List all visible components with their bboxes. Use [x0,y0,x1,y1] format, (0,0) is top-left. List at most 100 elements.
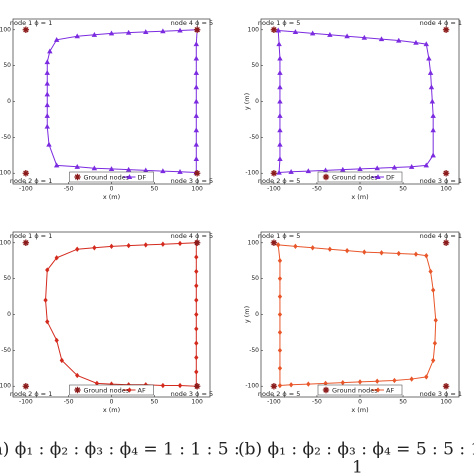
trajectory-point [391,164,398,170]
ground-node [193,170,201,177]
trajectory-point [428,268,433,275]
trajectory-point [53,36,60,42]
trajectory-point [177,240,183,247]
ground-node [270,239,278,246]
y-tick-label: 0 [255,98,259,105]
y-tick-label: -100 [0,170,11,177]
trajectory-point [194,326,199,332]
trajectory-point [160,28,166,34]
trajectory-point [91,31,98,37]
trajectory-point [396,250,401,257]
trajectory-point [378,36,385,42]
y-tick-label: 0 [255,311,259,318]
trajectory-point [277,347,283,354]
y-tick-label: -50 [1,347,11,354]
legend-marker [375,387,381,393]
y-tick-label: 50 [3,275,11,282]
trajectory-point [277,329,283,336]
ground-node [442,383,450,390]
node-label: node 4 ϕ = 5 [171,19,214,27]
node-label: node 1 ϕ = 5 [258,232,301,240]
ground-node [270,170,278,177]
legend-marker [74,386,81,394]
subplot: -100 -50 0 50 100 -100 -50 0 50 100 x (m) node 1 ϕ … [0,18,214,201]
trajectory-point [92,245,97,251]
y-tick-label: 0 [7,98,11,105]
trajectory-point [305,168,312,174]
trajectory-point [429,98,436,104]
trajectory-point [374,165,380,171]
trajectory-point [74,163,80,169]
y-tick-label: -50 [249,134,259,141]
trajectory-point [277,365,283,371]
trajectory-point [193,156,200,161]
legend [317,384,403,396]
trajectory-point [193,55,200,61]
trajectory-point [375,378,380,384]
x-tick-label: -50 [312,186,322,193]
trajectory-point [277,98,283,104]
x-axis-label: x (m) [103,193,120,201]
trajectory-point [46,141,52,147]
trajectory-point [310,245,315,251]
y-tick-label: 50 [3,62,11,69]
trajectory-point [288,382,294,388]
trajectory-point [126,242,131,249]
trajectory-point [44,59,50,65]
ground-node [270,26,278,33]
y-tick-label: -100 [0,383,11,390]
trajectory-point [194,283,199,289]
node-label: node 4 ϕ = 1 [420,19,463,27]
plot-area [260,231,460,398]
trajectory-point [194,340,199,346]
trajectory-point [327,31,333,37]
legend-marker [74,173,81,181]
trajectory-point [44,69,50,75]
trajectory-point [277,258,283,264]
x-tick-label: -100 [267,186,281,193]
trajectory-point [306,381,311,387]
legend [69,384,154,396]
trajectory-point [288,168,294,174]
trajectory-point [277,311,283,318]
trajectory-point [277,275,283,282]
trajectory-point [428,84,435,90]
node-label: node 1 ϕ = 1 [10,19,53,27]
trajectory-point [59,357,64,364]
x-tick-label: 0 [110,186,114,193]
trajectory-point [396,37,402,43]
legend-marker [322,173,330,181]
trajectory-point [91,165,98,171]
y-tick-label: 100 [0,26,11,33]
caption: 1 [352,458,363,474]
trajectory-point [125,166,132,172]
trajectory-point [108,30,115,36]
ground-node [22,239,30,246]
trajectory-point [409,376,414,382]
trajectory-point [177,382,183,389]
plot-area [12,231,211,398]
x-tick-label: -50 [64,186,74,193]
trajectory-point [423,162,429,168]
y-tick-label: -100 [245,170,259,177]
trajectory-point [423,41,429,47]
trajectory-point [45,267,50,273]
trajectory-point [74,33,80,39]
node-label: node 2 ϕ = 5 [258,177,301,185]
y-tick-label: -100 [245,383,259,390]
y-axis-label: y (m) [243,306,251,323]
trajectory-point [413,251,419,257]
trajectory-point [47,48,53,54]
trajectory-point [75,246,80,252]
x-tick-label: 50 [151,399,159,406]
trajectory-point [194,354,199,361]
plot-area [260,18,460,185]
x-tick-label: 0 [358,399,362,406]
y-axis-label: y (m) [243,93,251,110]
trajectory-point [432,340,438,346]
x-tick-label: -100 [19,399,33,406]
trajectory-point [109,243,114,250]
trajectory-point [413,39,419,45]
node-label: node 1 ϕ = 1 [10,232,53,240]
